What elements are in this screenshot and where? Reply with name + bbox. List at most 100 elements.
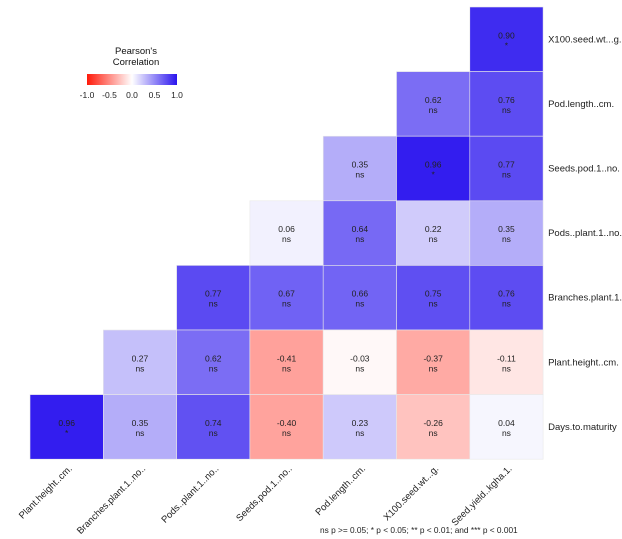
heatmap-cell <box>396 394 471 460</box>
cell-significance-label: ns <box>502 170 511 180</box>
heatmap-cell <box>249 329 324 395</box>
significance-footnote: ns p >= 0.05; * p < 0.05; ** p < 0.01; a… <box>320 525 518 535</box>
heatmap-cell <box>396 329 471 395</box>
cell-value-label: -0.03 <box>350 353 370 363</box>
column-tick-label: Pod.length..cm. <box>314 464 368 518</box>
cell-significance-label: ns <box>502 234 511 244</box>
cell-significance-label: ns <box>355 170 364 180</box>
heatmap-cell <box>469 200 544 266</box>
heatmap-cell <box>322 394 397 460</box>
cell-significance-label: ns <box>502 428 511 438</box>
heatmap-cell <box>469 265 544 331</box>
cell-significance-label: ns <box>429 105 438 115</box>
cell-significance-label: ns <box>502 299 511 309</box>
cell-significance-label: ns <box>429 234 438 244</box>
cell-value-label: 0.35 <box>352 160 369 170</box>
cell-significance-label: ns <box>209 428 218 438</box>
cell-significance-label: ns <box>209 299 218 309</box>
heatmap-cell <box>29 394 104 460</box>
heatmap-cell <box>396 71 471 137</box>
cell-value-label: -0.37 <box>423 353 443 363</box>
cell-value-label: 0.90 <box>498 30 515 40</box>
cell-significance-label: ns <box>355 363 364 373</box>
column-tick-label: Plant.height..cm. <box>17 464 75 522</box>
heatmap-cell <box>469 135 544 202</box>
cell-value-label: 0.74 <box>205 418 222 428</box>
row-tick-label: X100.seed.wt...g. <box>548 34 621 45</box>
heatmap-cell <box>396 265 471 331</box>
cell-significance-label: ns <box>282 299 291 309</box>
legend-tick-label: 1.0 <box>171 90 183 100</box>
heatmap-cell <box>103 329 177 395</box>
row-tick-label: Pods..plant.1..no. <box>548 228 622 239</box>
legend-tick-label: -0.5 <box>102 90 117 100</box>
cell-value-label: -0.41 <box>277 353 297 363</box>
cell-significance-label: ns <box>282 428 291 438</box>
cell-value-label: 0.62 <box>205 353 222 363</box>
cell-significance-label: ns <box>429 299 438 309</box>
cell-value-label: 0.96 <box>425 160 442 170</box>
heatmap-cell <box>469 394 544 460</box>
cell-value-label: 0.22 <box>425 224 442 234</box>
row-tick-label: Plant.height..cm. <box>548 357 619 368</box>
heatmap-cell <box>103 394 177 460</box>
cell-value-label: 0.96 <box>58 418 75 428</box>
legend-tick-label: -1.0 <box>79 90 95 100</box>
cell-significance-label: ns <box>429 428 438 438</box>
column-tick-label: X100.seed.wt...g. <box>382 464 442 524</box>
cell-value-label: 0.62 <box>425 95 442 105</box>
row-tick-label: Pod.length..cm. <box>548 99 614 110</box>
cell-value-label: 0.66 <box>352 289 369 299</box>
cell-value-label: -0.26 <box>423 418 443 428</box>
cell-significance-label: ns <box>502 363 511 373</box>
legend-title-line: Pearson's <box>115 46 157 57</box>
cell-value-label: 0.76 <box>498 95 515 105</box>
column-tick-label: Seeds.pod.1..no.. <box>234 464 294 524</box>
heatmap-cell <box>249 200 324 266</box>
heatmap-cells: 0.90*0.62ns0.76ns0.35ns0.96*0.77ns0.06ns… <box>29 6 544 460</box>
cell-value-label: 0.77 <box>498 160 515 170</box>
cell-significance-label: ns <box>355 428 364 438</box>
heatmap-cell <box>469 6 544 72</box>
column-tick-label: Seed.yield..kgha.1. <box>450 464 515 529</box>
cell-value-label: 0.35 <box>132 418 149 428</box>
legend-tick-label: 0.5 <box>148 90 161 100</box>
cell-significance-label: * <box>65 428 69 438</box>
column-tick-label: Branches.plant.1..no.. <box>75 464 148 537</box>
cell-value-label: 0.06 <box>278 224 295 234</box>
cell-value-label: 0.76 <box>498 289 515 299</box>
legend-colorbar <box>87 74 177 85</box>
cell-significance-label: ns <box>282 234 291 244</box>
cell-value-label: 0.23 <box>352 418 369 428</box>
cell-significance-label: ns <box>282 363 291 373</box>
heatmap-cell <box>469 71 544 137</box>
heatmap-cell <box>469 329 544 395</box>
legend-tick-label: 0.0 <box>126 90 138 100</box>
heatmap-cell <box>322 329 397 395</box>
row-tick-label: Seeds.pod.1..no. <box>548 164 620 175</box>
heatmap-cell <box>322 265 397 331</box>
cell-value-label: -0.40 <box>277 418 297 428</box>
cell-value-label: 0.77 <box>205 289 222 299</box>
row-labels: X100.seed.wt...g. Pod.length..cm. Seeds.po… <box>548 34 622 433</box>
cell-significance-label: * <box>431 170 435 180</box>
cell-significance-label: ns <box>209 363 218 373</box>
heatmap-cell <box>322 200 397 266</box>
cell-significance-label: ns <box>355 234 364 244</box>
heatmap-cell <box>322 135 397 202</box>
column-tick-label: Pods..plant.1..no.. <box>159 464 221 526</box>
cell-significance-label: * <box>505 40 509 50</box>
cell-significance-label: ns <box>502 105 511 115</box>
cell-value-label: -0.11 <box>497 353 516 363</box>
row-tick-label: Days.to.maturity <box>548 422 617 433</box>
heatmap-cell <box>176 394 251 460</box>
legend-title-line: Correlation <box>112 57 160 68</box>
heatmap-cell <box>176 265 251 331</box>
heatmap-cell <box>249 265 324 331</box>
cell-significance-label: ns <box>135 363 144 373</box>
row-tick-label: Branches.plant.1. <box>548 293 622 304</box>
cell-significance-label: ns <box>429 363 438 373</box>
cell-value-label: 0.64 <box>352 224 369 234</box>
cell-significance-label: ns <box>135 428 144 438</box>
